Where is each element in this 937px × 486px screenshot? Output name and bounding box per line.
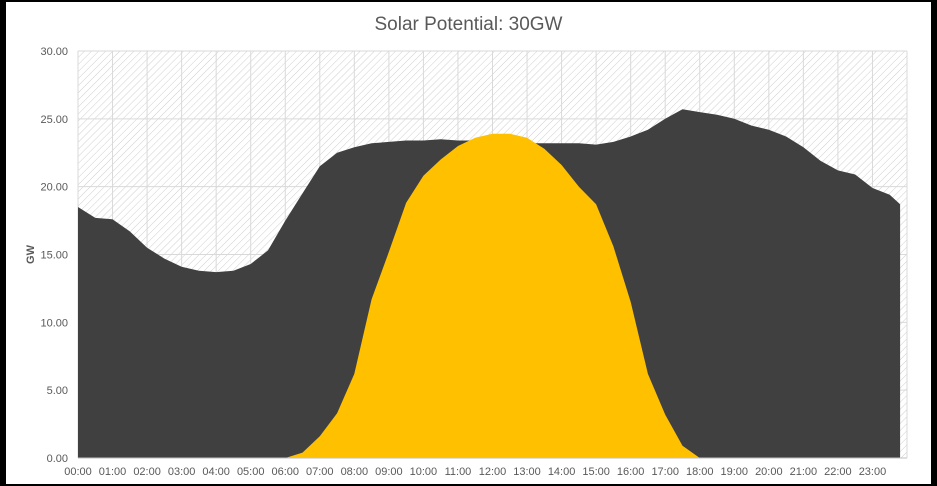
x-tick-label: 21:00 bbox=[790, 466, 818, 478]
x-tick-label: 00:00 bbox=[64, 466, 92, 478]
x-tick-label: 07:00 bbox=[306, 466, 334, 478]
x-tick-label: 05:00 bbox=[237, 466, 265, 478]
x-tick-label: 19:00 bbox=[721, 466, 749, 478]
x-tick-label: 20:00 bbox=[755, 466, 783, 478]
x-tick-label: 02:00 bbox=[133, 466, 161, 478]
y-tick-label: 15.00 bbox=[40, 250, 68, 262]
y-tick-label: 25.00 bbox=[40, 114, 68, 126]
x-tick-label: 12:00 bbox=[479, 466, 507, 478]
x-tick-label: 22:00 bbox=[824, 466, 852, 478]
y-tick-label: 0.00 bbox=[47, 453, 68, 465]
x-tick-label: 23:00 bbox=[859, 466, 887, 478]
y-tick-label: 5.00 bbox=[47, 385, 68, 397]
y-axis-title: GW bbox=[25, 244, 37, 264]
x-tick-label: 13:00 bbox=[513, 466, 541, 478]
chart-frame: Solar Potential: 30GW 0.00 5.00 10.00 15.00… bbox=[6, 2, 931, 484]
y-tick-label: 30.00 bbox=[40, 46, 68, 58]
x-tick-label: 09:00 bbox=[375, 466, 403, 478]
x-tick-label: 11:00 bbox=[445, 466, 472, 478]
y-tick-label: 10.00 bbox=[40, 317, 68, 329]
x-tick-label: 01:00 bbox=[99, 466, 127, 478]
x-tick-label: 10:00 bbox=[410, 466, 438, 478]
x-tick-label: 08:00 bbox=[341, 466, 369, 478]
chart-svg: 0.00 5.00 10.00 15.00 20.00 25.00 30.00 00:00 0… bbox=[25, 46, 908, 478]
x-tick-label: 15:00 bbox=[582, 466, 610, 478]
y-tick-label: 20.00 bbox=[40, 182, 68, 194]
x-tick-label: 03:00 bbox=[168, 466, 196, 478]
x-tick-label: 17:00 bbox=[651, 466, 679, 478]
x-tick-label: 04:00 bbox=[202, 466, 230, 478]
series-area-2 bbox=[78, 133, 901, 459]
x-tick-label: 14:00 bbox=[548, 466, 576, 478]
x-tick-label: 18:00 bbox=[686, 466, 714, 478]
chart-title: Solar Potential: 30GW bbox=[374, 14, 563, 35]
x-tick-label: 06:00 bbox=[271, 466, 299, 478]
x-tick-label: 16:00 bbox=[617, 466, 645, 478]
